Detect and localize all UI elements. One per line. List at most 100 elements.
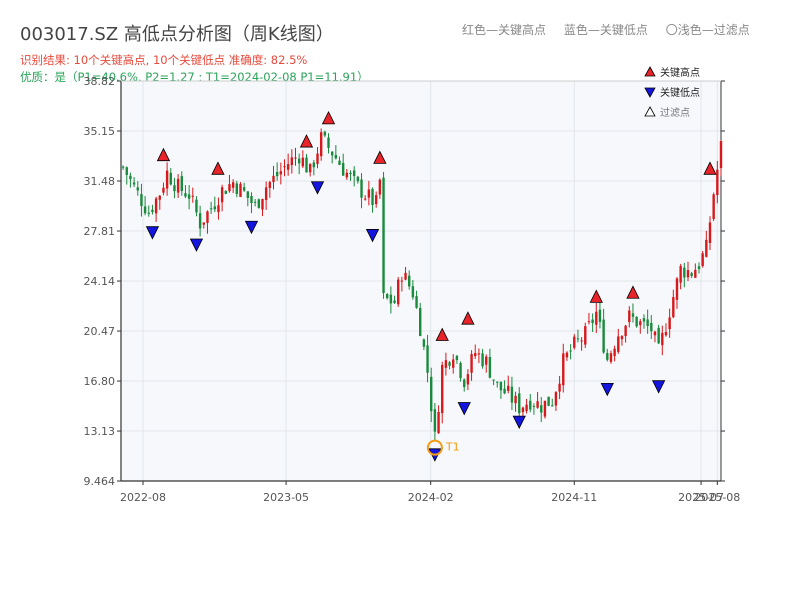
- candle-body: [591, 319, 594, 324]
- candle-body: [363, 198, 367, 200]
- candle-body: [231, 182, 235, 188]
- candle-body: [437, 412, 440, 434]
- candle-body: [176, 178, 180, 193]
- candle-body: [209, 208, 213, 210]
- candle-body: [646, 319, 649, 327]
- candle-body: [206, 211, 209, 223]
- candle-body: [158, 195, 161, 200]
- candle-body: [686, 270, 690, 278]
- y-tick-label: 16.80: [84, 375, 116, 388]
- candle-body: [411, 286, 415, 298]
- candle-body: [525, 404, 528, 411]
- candle-body: [275, 172, 279, 177]
- y-tick-label: 31.48: [84, 175, 116, 188]
- candle-body: [444, 360, 448, 368]
- candle-body: [257, 199, 261, 208]
- x-tick-label: 2024-02: [408, 491, 454, 504]
- y-tick-label: 9.464: [84, 475, 116, 488]
- candle-body: [609, 353, 613, 362]
- candle-body: [173, 185, 176, 192]
- candle-body: [664, 331, 668, 336]
- candle-body: [184, 193, 187, 197]
- candle-body: [180, 176, 183, 191]
- candle-body: [356, 176, 360, 182]
- candle-body: [562, 353, 565, 386]
- candle-body: [499, 381, 503, 391]
- candle-body: [246, 191, 250, 198]
- candle-body: [455, 355, 459, 361]
- candle-body: [514, 395, 517, 404]
- candle-body: [551, 405, 554, 407]
- candle-body: [250, 196, 253, 204]
- x-tick-label: 2023-05: [263, 491, 309, 504]
- candle-body: [419, 307, 422, 337]
- candle-body: [301, 157, 305, 167]
- candle-body: [125, 167, 128, 176]
- candle-body: [481, 353, 484, 367]
- candle-body: [558, 383, 561, 392]
- candle-body: [261, 198, 264, 210]
- legend-marker: [644, 66, 656, 77]
- candle-body: [327, 137, 330, 148]
- candle-body: [606, 352, 609, 360]
- chart-title: 003017.SZ 高低点分析图（周K线图）: [20, 24, 334, 45]
- candle-body: [510, 386, 514, 403]
- candle-body: [521, 407, 525, 413]
- candle-body: [272, 175, 275, 183]
- candle-body: [507, 385, 510, 391]
- key-low-marker: [189, 238, 204, 252]
- candle-body: [352, 170, 356, 177]
- candle-body: [202, 222, 205, 225]
- key-high-marker: [435, 327, 449, 341]
- candle-body: [415, 296, 418, 308]
- key-low-marker: [310, 181, 325, 195]
- t1-ring: [426, 439, 443, 456]
- candle-body: [719, 141, 723, 169]
- candle-body: [569, 350, 572, 352]
- candle-body: [397, 279, 400, 305]
- candle-body: [683, 267, 686, 278]
- candle-body: [187, 194, 191, 199]
- candle-body: [459, 362, 462, 379]
- candle-body: [305, 157, 308, 173]
- candle-body: [716, 169, 719, 196]
- x-tick-label: 2025-08: [694, 491, 740, 504]
- candle-body: [587, 321, 591, 323]
- candle-body: [393, 300, 396, 303]
- candle-body: [430, 376, 433, 412]
- candle-body: [642, 318, 646, 322]
- candle-body: [132, 182, 136, 185]
- candle-body: [628, 310, 631, 323]
- y-tick-label: 20.47: [84, 325, 116, 338]
- candle-body: [283, 166, 286, 168]
- x-tick-label: 2022-08: [120, 491, 166, 504]
- candle-body: [441, 364, 444, 414]
- candle-body: [312, 162, 316, 168]
- candle-body: [631, 313, 635, 317]
- candle-body: [452, 359, 455, 368]
- candle-body: [433, 409, 437, 432]
- hint-light: 〇浅色—过滤点: [665, 23, 750, 37]
- candle-body: [708, 222, 712, 244]
- hint-blue: 蓝色—关键低点: [563, 23, 648, 37]
- candle-body: [470, 354, 473, 373]
- key-high-marker: [156, 147, 171, 162]
- candle-body: [264, 187, 268, 200]
- candle-body: [268, 182, 272, 188]
- candle-body: [334, 154, 338, 159]
- candle-body: [228, 184, 231, 192]
- candle-body: [613, 348, 616, 356]
- candle-body: [492, 379, 495, 381]
- key-low-marker: [512, 415, 526, 429]
- candle-body: [679, 266, 682, 283]
- candle-body: [374, 195, 378, 205]
- candle-body: [129, 175, 132, 180]
- candle-body: [701, 253, 704, 267]
- candle-body: [338, 160, 341, 165]
- candle-body: [308, 163, 312, 173]
- candle-body: [279, 171, 283, 175]
- key-low-marker: [244, 220, 259, 235]
- candle-body: [217, 205, 220, 213]
- candle-body: [316, 153, 319, 164]
- candle-body: [477, 353, 481, 355]
